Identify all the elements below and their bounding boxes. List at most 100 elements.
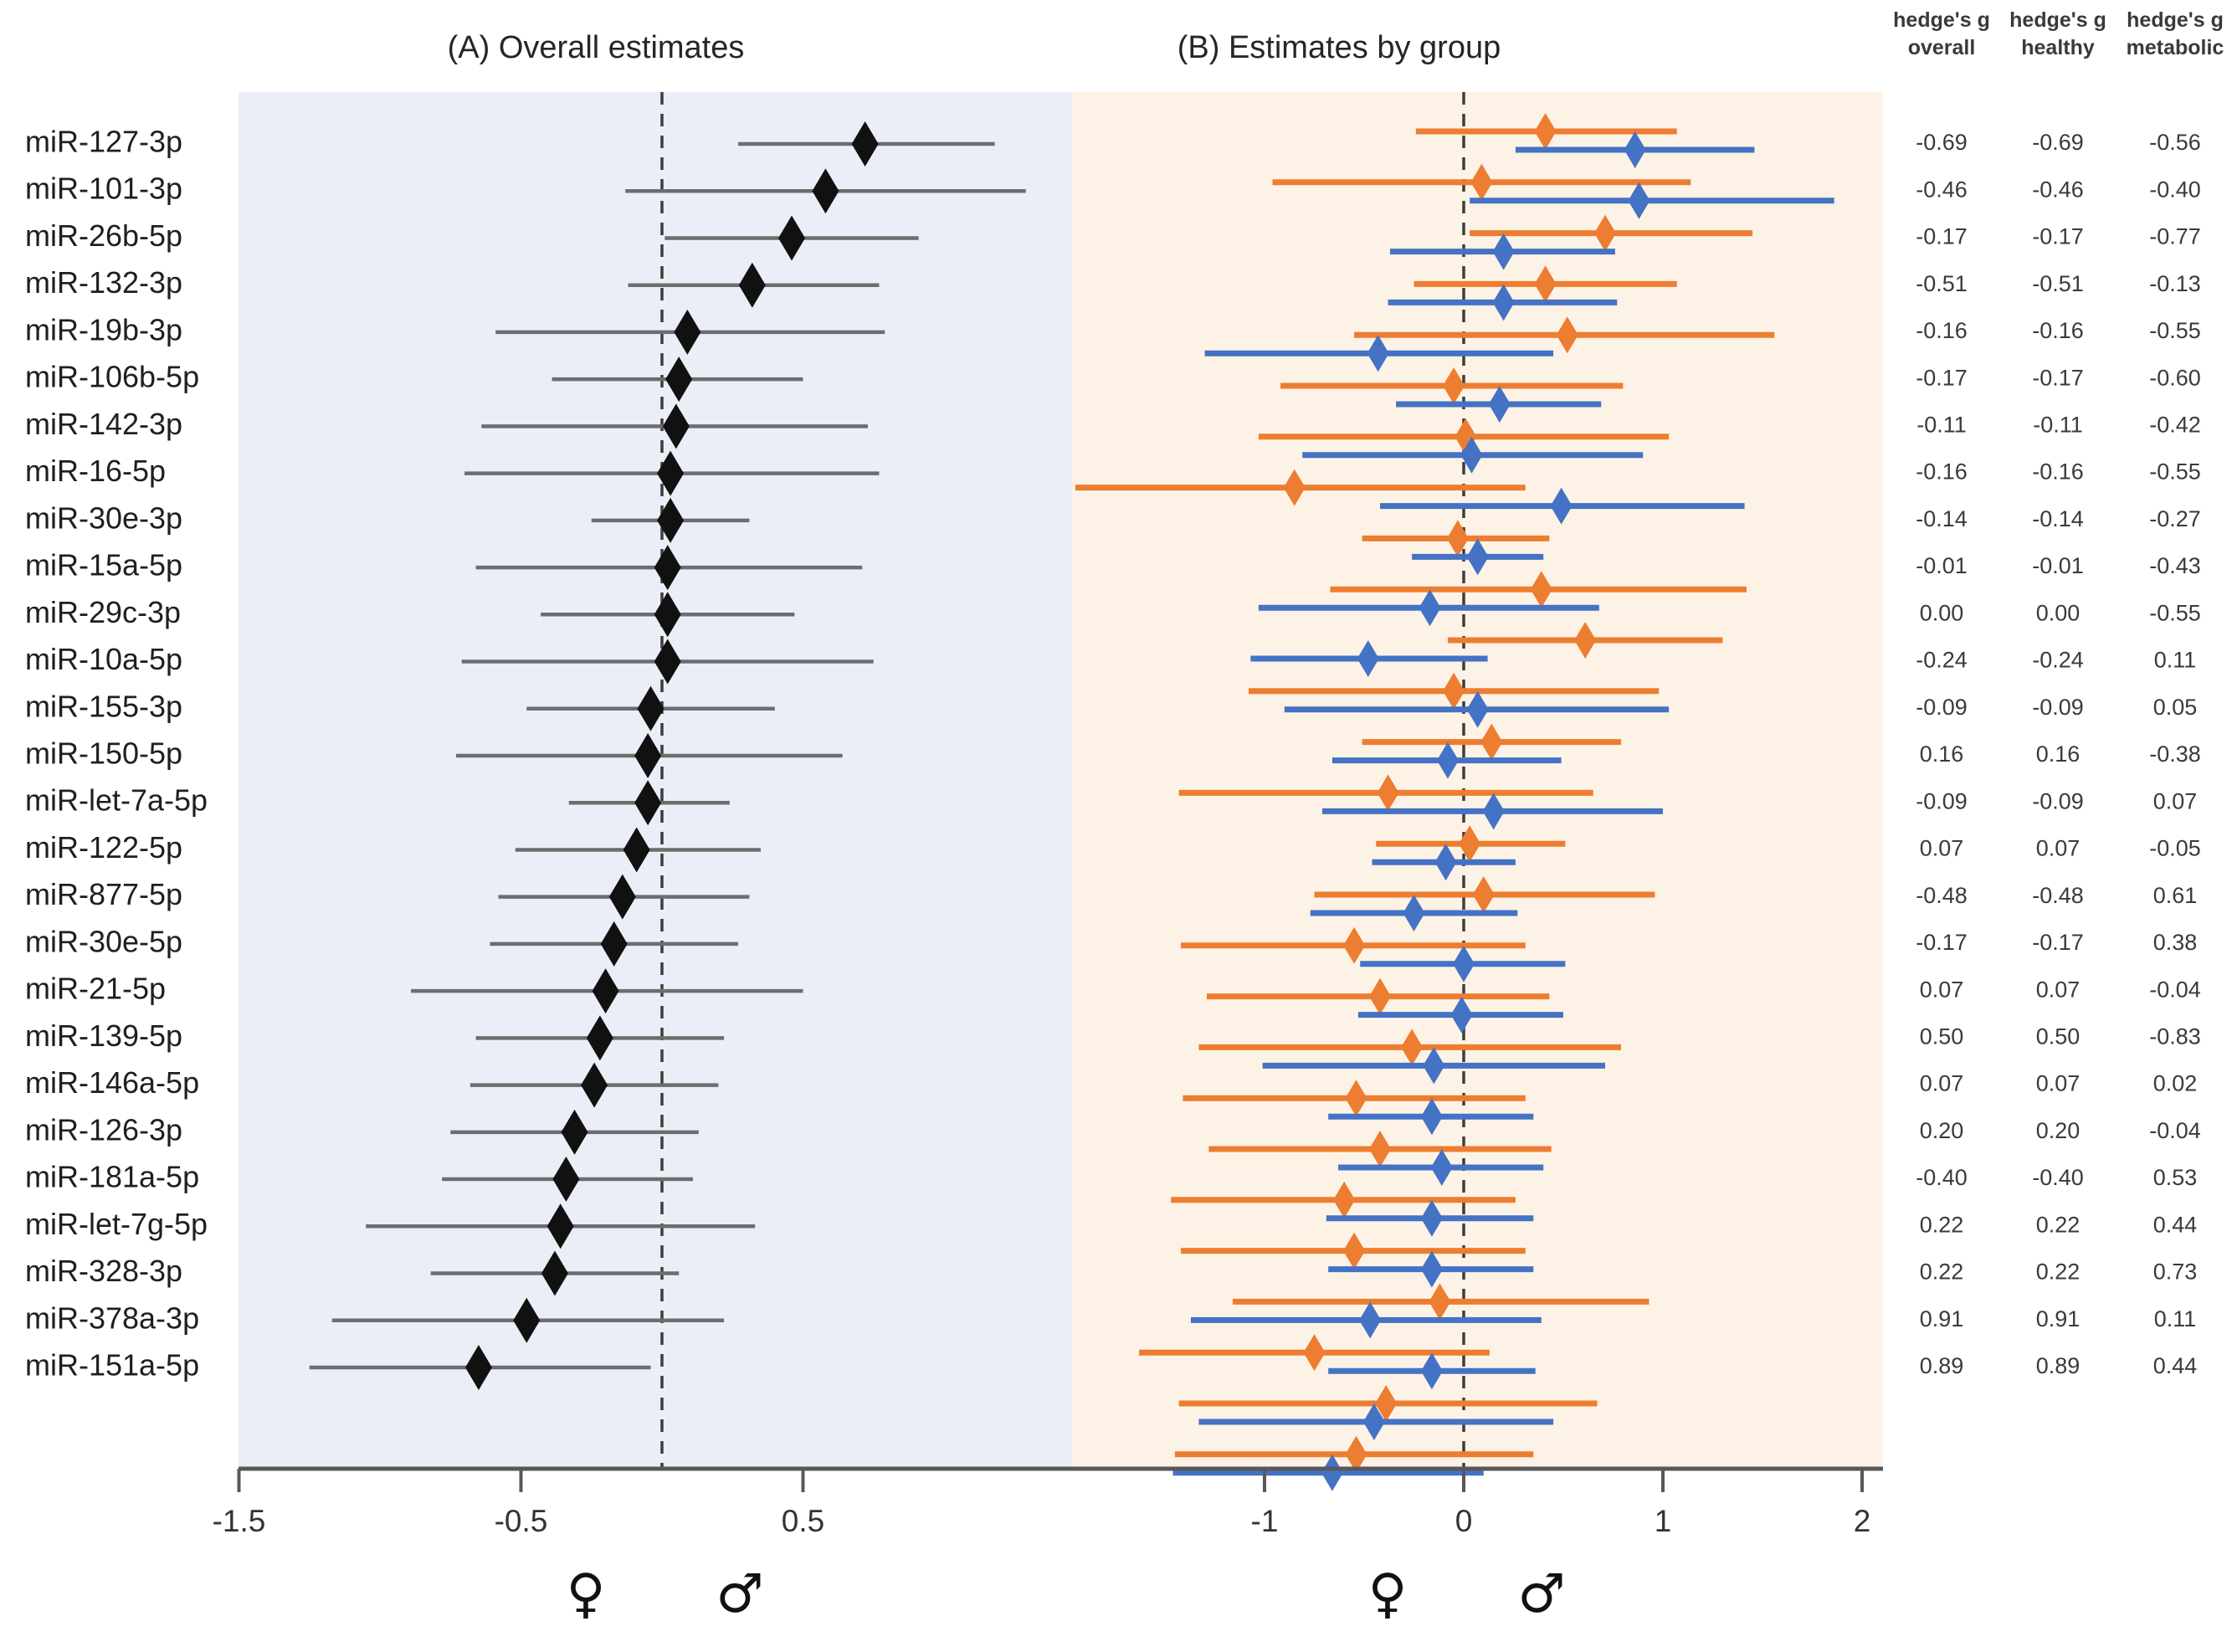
hedges-g-healthy-value: 0.89 — [2036, 1353, 2081, 1378]
row-label: miR-106b-5p — [25, 360, 199, 394]
panel-a-diamond — [851, 121, 879, 167]
hedges-g-overall-value: 0.89 — [1920, 1353, 1964, 1378]
panel-b-orange-diamond — [1480, 723, 1503, 761]
panel-b-background — [1072, 92, 1883, 1469]
panel-a-diamond — [665, 357, 693, 403]
panel-a-diamond — [812, 168, 839, 214]
row-label: miR-146a-5p — [25, 1065, 199, 1100]
panel-b-blue-diamond — [1450, 996, 1473, 1034]
row-label: miR-122-5p — [25, 830, 182, 864]
panel-b-orange-diamond — [1333, 1181, 1356, 1218]
panel-b-orange-diamond — [1534, 265, 1557, 303]
panel-a-diamond — [586, 1015, 613, 1061]
hedges-g-healthy-value: -0.09 — [2032, 695, 2084, 720]
panel-b-orange-diamond — [1345, 1435, 1367, 1473]
table-header-overall-line1: hedge's g — [1893, 8, 1990, 32]
hedges-g-metabolic-value: 0.11 — [2154, 1306, 2197, 1331]
panel-b-blue-diamond — [1488, 386, 1511, 423]
panel-b-orange-diamond — [1530, 571, 1552, 608]
panel-b-blue-diamond — [1423, 1047, 1445, 1085]
panel-b-orange-diamond — [1375, 1385, 1398, 1422]
panel-b-blue-diamond — [1403, 895, 1425, 931]
hedges-g-healthy-value: 0.07 — [2036, 977, 2081, 1002]
panel-b-blue-diamond — [1436, 741, 1459, 779]
hedges-g-healthy-value: -0.24 — [2032, 648, 2084, 673]
row-label: miR-132-3p — [25, 265, 182, 300]
panel-b-orange-diamond — [1369, 1131, 1392, 1167]
panel-b-orange-diamond — [1443, 672, 1465, 710]
row-label: miR-101-3p — [25, 172, 182, 206]
hedges-g-metabolic-value: 0.11 — [2154, 648, 2197, 673]
hedges-g-metabolic-value: -0.42 — [2149, 413, 2201, 438]
table-header-healthy: hedge's g healthy — [1966, 7, 2150, 62]
hedges-g-metabolic-value: -0.83 — [2149, 1024, 2201, 1049]
hedges-g-healthy-value: 0.00 — [2036, 600, 2081, 625]
row-label: miR-10a-5p — [25, 642, 182, 676]
panel-b-blue-diamond — [1434, 844, 1457, 881]
hedges-g-overall-value: 0.22 — [1920, 1260, 1964, 1285]
row-label: miR-181a-5p — [25, 1160, 199, 1194]
panel-b-blue-diamond — [1419, 589, 1441, 627]
table-header-overall: hedge's g overall — [1850, 7, 2034, 62]
hedges-g-overall-value: -0.16 — [1916, 459, 1968, 485]
hedges-g-healthy-value: 0.91 — [2036, 1306, 2081, 1331]
hedges-g-overall-value: -0.24 — [1916, 648, 1968, 673]
hedges-g-overall-value: -0.40 — [1916, 1165, 1968, 1190]
hedges-g-metabolic-value: 0.38 — [2153, 930, 2198, 955]
row-label: miR-let-7g-5p — [25, 1207, 208, 1241]
hedges-g-metabolic-value: 0.53 — [2153, 1165, 2198, 1190]
hedges-g-healthy-value: -0.69 — [2032, 130, 2084, 155]
hedges-g-metabolic-value: -0.55 — [2149, 600, 2201, 625]
female-icon: ♀ — [1367, 1563, 1408, 1625]
panel-b-orange-diamond — [1443, 367, 1465, 404]
panel-a-diamond — [608, 874, 636, 920]
hedges-g-overall-value: -0.16 — [1916, 318, 1968, 343]
panel-b-blue-diamond — [1453, 945, 1475, 982]
table-header-metabolic: hedge's g metabolic — [2083, 7, 2237, 62]
hedges-g-healthy-value: -0.16 — [2032, 318, 2084, 343]
hedges-g-healthy-value: -0.17 — [2032, 365, 2084, 390]
hedges-g-overall-value: -0.01 — [1916, 553, 1968, 578]
row-label: miR-328-3p — [25, 1254, 182, 1288]
panel-b-orange-diamond — [1283, 469, 1306, 506]
hedges-g-overall-value: 0.07 — [1920, 977, 1964, 1002]
hedges-g-healthy-value: -0.16 — [2032, 459, 2084, 485]
male-icon: ♂ — [1517, 1563, 1566, 1625]
panel-b-orange-diamond — [1472, 876, 1495, 913]
panel-b-blue-diamond — [1359, 1301, 1382, 1339]
hedges-g-overall-value: 0.91 — [1920, 1306, 1964, 1331]
panel-b-orange-diamond — [1593, 214, 1616, 252]
panel-b-orange-diamond — [1534, 113, 1557, 150]
row-label: miR-29c-3p — [25, 595, 181, 629]
table-header-healthy-line2: healthy — [2021, 36, 2095, 59]
hedges-g-overall-value: 0.00 — [1920, 600, 1964, 625]
panel-b-blue-diamond — [1321, 1454, 1343, 1491]
panel-a-diamond — [600, 921, 628, 967]
panel-a-diamond — [654, 545, 681, 591]
panel-a-diamond — [541, 1250, 568, 1296]
panel-b-blue-diamond — [1420, 1250, 1443, 1288]
hedges-g-metabolic-value: 0.61 — [2153, 883, 2198, 908]
hedges-g-overall-value: -0.11 — [1916, 413, 1967, 438]
hedges-g-healthy-value: 0.22 — [2036, 1212, 2081, 1237]
hedges-g-metabolic-value: 0.02 — [2153, 1071, 2198, 1096]
hedges-g-overall-value: -0.17 — [1916, 224, 1968, 249]
panel-a-diamond — [552, 1157, 580, 1203]
panel-b-blue-diamond — [1628, 182, 1650, 219]
panel-a-diamond — [657, 450, 685, 496]
panel-a-diamond — [581, 1062, 608, 1108]
row-label: miR-21-5p — [25, 972, 166, 1006]
hedges-g-healthy-value: -0.51 — [2032, 271, 2084, 296]
panel-b-blue-diamond — [1460, 436, 1483, 474]
panel-a-diamond — [561, 1109, 588, 1155]
hedges-g-overall-value: 0.50 — [1920, 1024, 1964, 1049]
panel-b-blue-diamond — [1420, 1199, 1443, 1237]
hedges-g-overall-value: -0.14 — [1916, 506, 1968, 531]
panel-a-tick-label: -1.5 — [213, 1504, 266, 1538]
panel-a-diamond — [662, 403, 690, 449]
hedges-g-healthy-value: -0.48 — [2032, 883, 2084, 908]
hedges-g-overall-value: 0.07 — [1920, 836, 1964, 861]
panel-b-tick-label: 2 — [1854, 1504, 1871, 1538]
